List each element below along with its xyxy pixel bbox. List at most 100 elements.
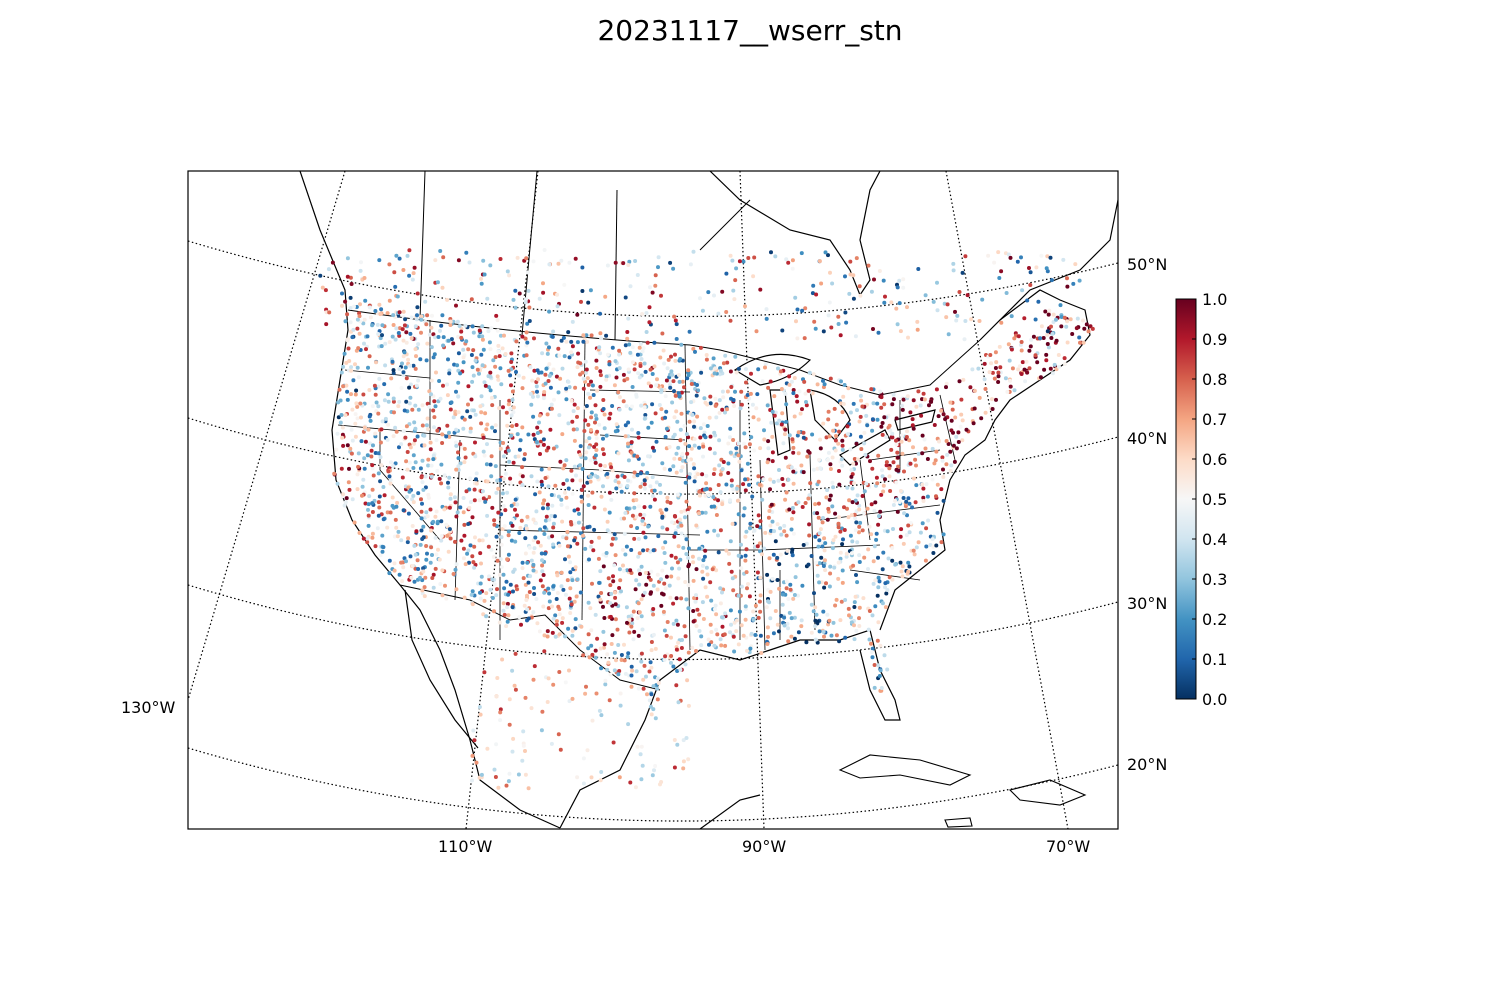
station-point — [686, 458, 691, 463]
state-borders — [337, 320, 956, 651]
jamaica — [944, 817, 973, 828]
station-point — [803, 391, 808, 396]
station-point — [880, 601, 885, 606]
station-point — [520, 483, 525, 487]
station-point — [431, 408, 436, 413]
station-point — [390, 334, 395, 339]
station-point — [500, 491, 505, 496]
station-point — [744, 570, 749, 575]
station-point — [539, 370, 544, 375]
station-point — [739, 623, 744, 628]
station-point — [876, 620, 881, 625]
station-point — [873, 578, 878, 583]
station-point — [941, 498, 946, 503]
station-point — [668, 260, 673, 265]
station-point — [782, 615, 787, 620]
station-point — [441, 383, 445, 388]
station-point — [906, 569, 911, 574]
station-point — [813, 326, 818, 331]
station-point — [834, 597, 839, 602]
station-point — [439, 534, 444, 538]
station-point — [646, 454, 650, 459]
station-point — [416, 378, 421, 383]
station-point — [451, 415, 456, 420]
station-point — [447, 430, 451, 435]
station-point — [599, 591, 604, 595]
station-point — [473, 535, 477, 540]
station-point — [422, 443, 427, 448]
station-point — [546, 676, 551, 681]
station-point — [687, 419, 692, 424]
station-point — [647, 320, 652, 325]
station-point — [672, 389, 676, 394]
station-point — [401, 309, 406, 314]
station-point — [888, 428, 893, 433]
station-point — [562, 354, 567, 359]
station-point — [429, 474, 434, 479]
station-point — [518, 525, 523, 530]
station-point — [830, 455, 835, 460]
station-point — [330, 260, 335, 265]
station-point — [437, 379, 442, 383]
station-point — [415, 291, 420, 296]
station-point — [708, 434, 713, 439]
station-point — [603, 294, 608, 299]
station-point — [827, 497, 832, 502]
station-point — [448, 496, 453, 501]
station-point — [596, 556, 601, 561]
station-point — [593, 420, 597, 425]
station-point — [616, 643, 621, 647]
station-point — [535, 431, 540, 435]
station-point — [746, 256, 751, 260]
station-point — [507, 398, 512, 403]
station-point — [954, 446, 959, 451]
station-point — [569, 339, 574, 344]
station-point — [421, 524, 426, 529]
station-point — [828, 376, 833, 381]
station-point — [817, 561, 822, 566]
station-point — [387, 262, 392, 267]
station-point — [470, 778, 474, 783]
meridian-70w — [945, 171, 1069, 829]
station-point — [1039, 253, 1044, 258]
station-point — [614, 486, 619, 491]
station-point — [939, 540, 944, 545]
station-point — [602, 412, 607, 417]
station-point — [583, 359, 588, 364]
station-point — [632, 536, 637, 541]
station-point — [565, 505, 570, 510]
station-point — [525, 560, 530, 565]
station-point — [680, 379, 685, 384]
station-point — [477, 538, 482, 543]
us-mexico-border — [399, 584, 661, 691]
station-point — [720, 624, 725, 629]
station-point — [851, 296, 856, 301]
station-point — [718, 528, 723, 533]
parallel-40n — [188, 417, 1118, 495]
station-point — [674, 618, 679, 623]
station-point — [649, 569, 654, 574]
station-point — [577, 511, 581, 516]
station-point — [636, 686, 641, 691]
station-point — [762, 546, 767, 551]
station-point — [370, 323, 375, 328]
station-point — [589, 775, 594, 780]
station-point — [884, 591, 889, 596]
station-point — [676, 576, 681, 581]
station-point — [488, 370, 493, 375]
station-point — [566, 330, 571, 335]
station-point — [772, 529, 777, 534]
station-point — [676, 492, 680, 497]
colorbar-tick-label: 0.1 — [1202, 650, 1227, 669]
station-point — [845, 485, 850, 490]
station-point — [475, 367, 480, 372]
gulf-coast — [559, 629, 901, 829]
station-point — [766, 634, 770, 639]
station-point — [840, 580, 845, 585]
station-point — [563, 490, 567, 495]
station-point — [796, 500, 801, 505]
station-point — [558, 459, 563, 464]
station-point — [786, 597, 791, 601]
station-point — [461, 510, 466, 515]
station-point — [442, 507, 447, 512]
